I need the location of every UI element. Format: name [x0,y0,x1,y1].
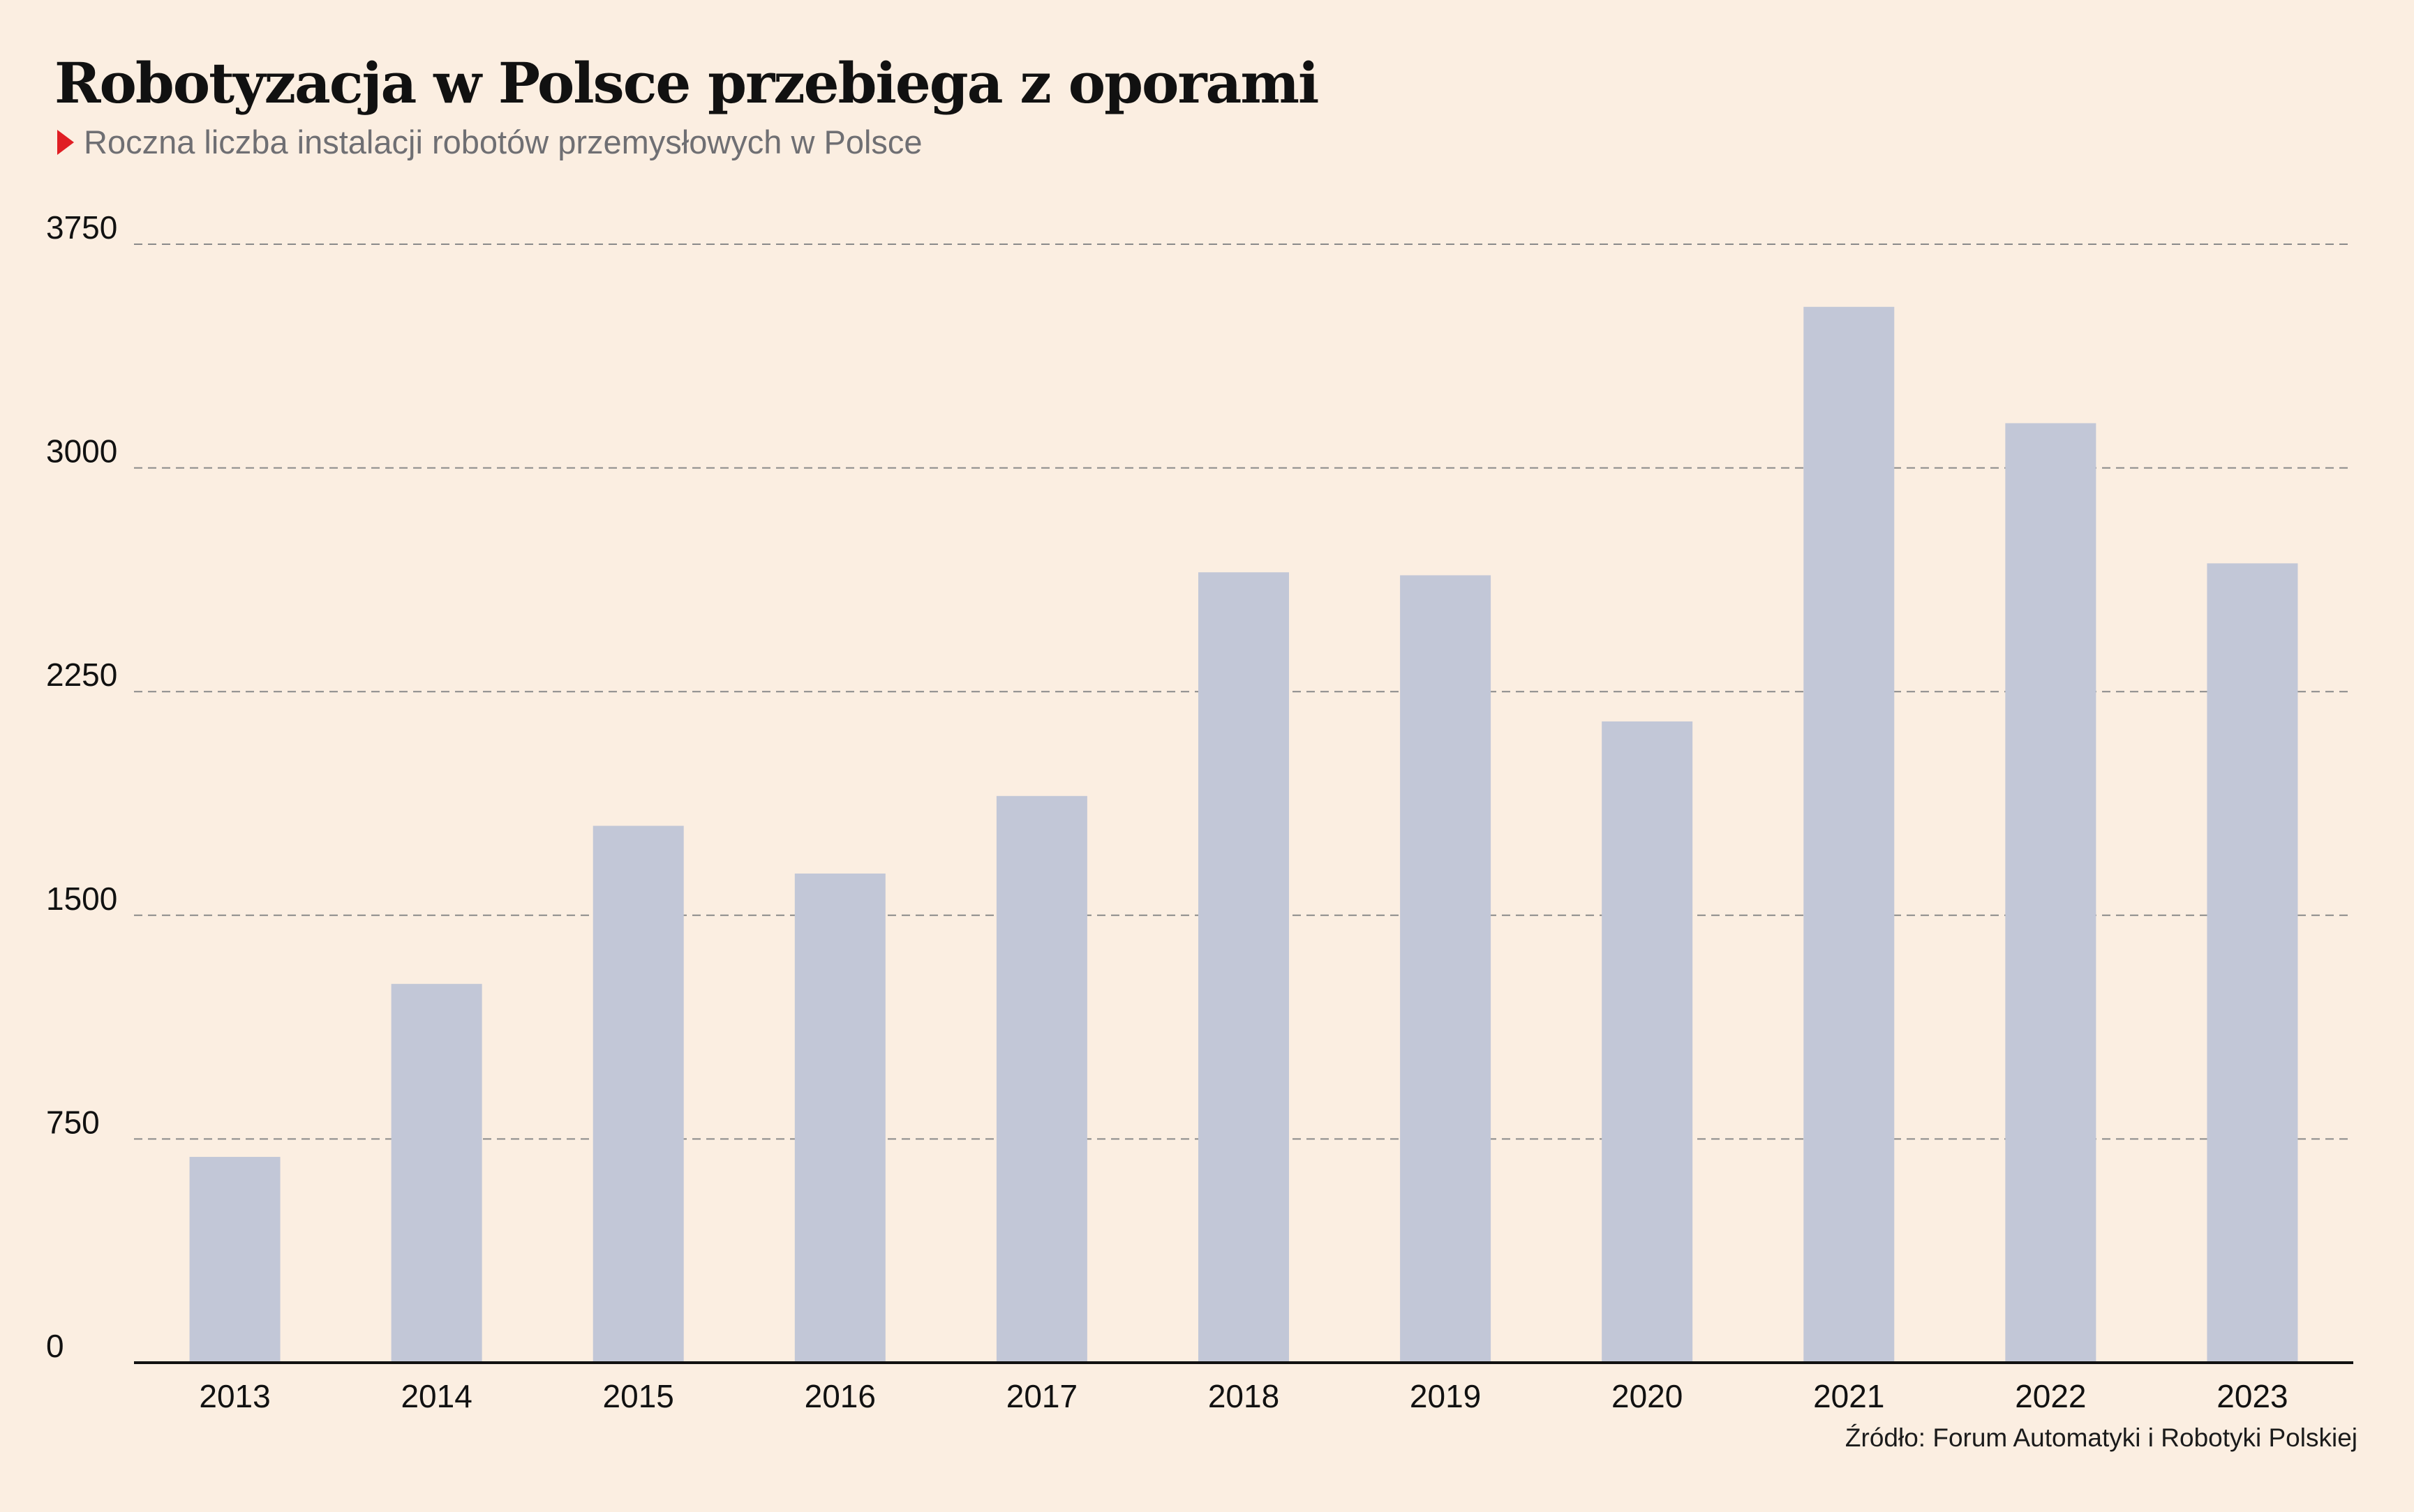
x-tick-label: 2022 [2015,1378,2086,1414]
bar [996,795,1087,1363]
x-tick-label: 2014 [401,1378,472,1414]
y-tick-label: 2250 [46,657,117,693]
x-tick-label: 2013 [199,1378,270,1414]
x-tick-label: 2021 [1813,1378,1884,1414]
bar [391,984,482,1363]
y-tick-label: 750 [46,1104,100,1140]
x-tick-label: 2015 [603,1378,674,1414]
bar [189,1157,281,1363]
x-tick-label: 2019 [1410,1378,1481,1414]
chart-subtitle: Roczna liczba instalacji robotów przemys… [57,123,923,161]
y-tick-label: 1500 [46,881,117,917]
bar [593,825,684,1363]
x-tick-label: 2020 [1611,1378,1683,1414]
y-tick-label: 0 [46,1328,64,1364]
bar [1400,575,1491,1363]
triangle-marker-icon [57,129,74,155]
bar [2005,423,2096,1363]
source-note: Źródło: Forum Automatyki i Robotyki Pols… [1845,1423,2357,1452]
bar [794,873,886,1363]
x-tick-label: 2023 [2216,1378,2288,1414]
chart-title: Robotyzacja w Polsce przebiega z oporami [54,50,1319,116]
x-tick-label: 2016 [805,1378,876,1414]
y-tick-label: 3750 [46,209,117,246]
x-tick-label: 2018 [1208,1378,1279,1414]
bar [1198,572,1289,1363]
subtitle-text: Roczna liczba instalacji robotów przemys… [84,123,923,160]
bar [1602,721,1693,1363]
bar [2207,563,2298,1363]
x-tick-label: 2017 [1006,1378,1078,1414]
bar [1803,306,1895,1363]
y-tick-label: 3000 [46,433,117,470]
